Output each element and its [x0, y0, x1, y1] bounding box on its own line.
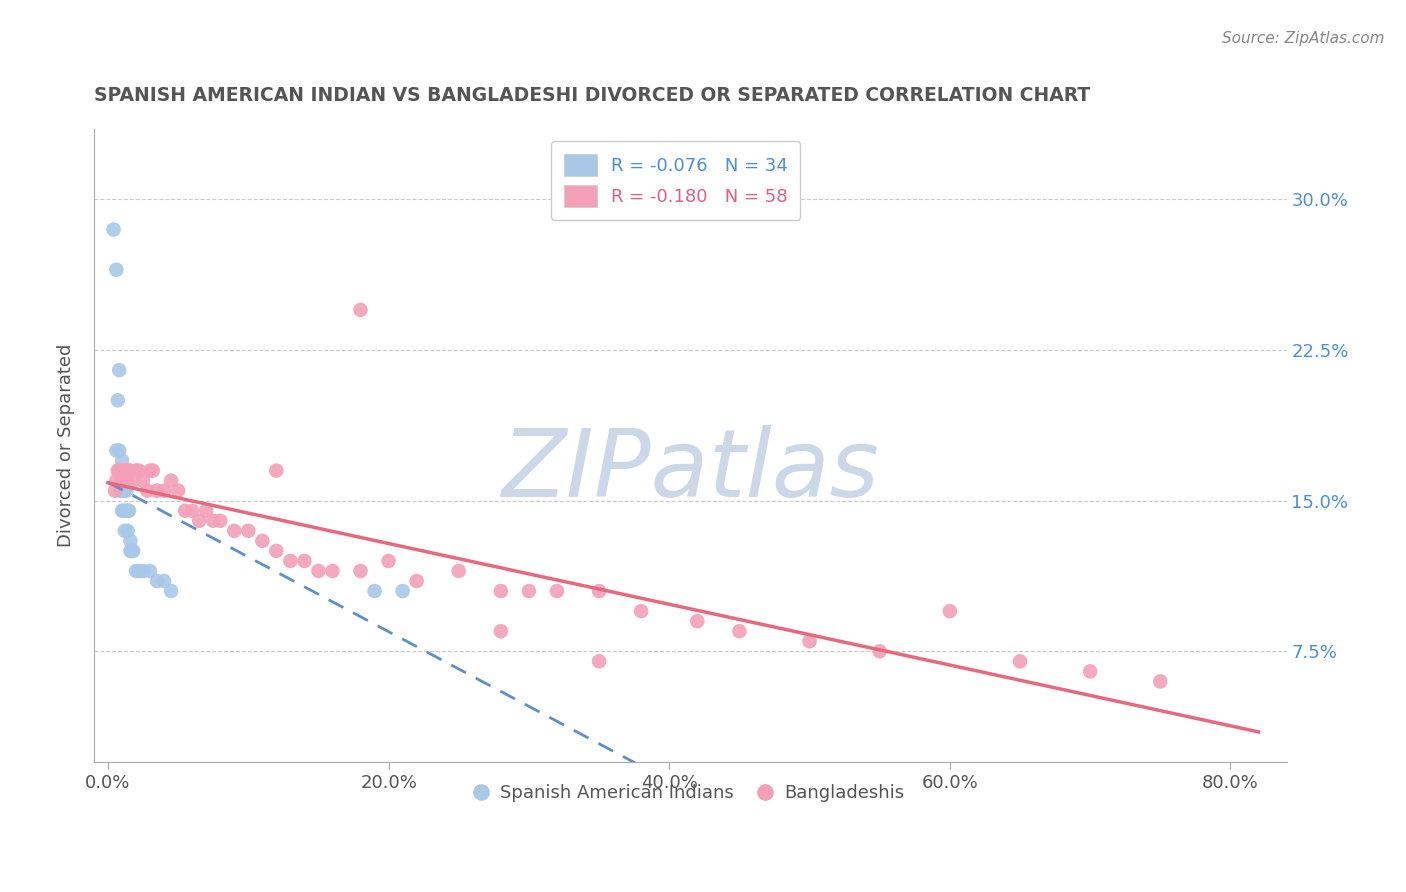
Point	[122, 544, 145, 558]
Point	[111, 474, 134, 488]
Point	[114, 524, 136, 538]
Point	[266, 464, 288, 478]
Point	[146, 483, 169, 498]
Point	[117, 524, 139, 538]
Point	[118, 464, 141, 478]
Point	[128, 464, 150, 478]
Point	[103, 222, 125, 236]
Point	[125, 564, 148, 578]
Point	[1149, 674, 1171, 689]
Point	[224, 524, 246, 538]
Point	[1078, 665, 1101, 679]
Point	[111, 453, 134, 467]
Point	[686, 614, 709, 628]
Point	[489, 624, 512, 639]
Point	[122, 474, 145, 488]
Point	[321, 564, 343, 578]
Point	[117, 504, 139, 518]
Point	[139, 464, 162, 478]
Point	[238, 524, 260, 538]
Point	[174, 504, 197, 518]
Point	[136, 483, 159, 498]
Point	[105, 262, 128, 277]
Point	[125, 464, 148, 478]
Point	[105, 474, 128, 488]
Y-axis label: Divorced or Separated: Divorced or Separated	[58, 343, 75, 547]
Point	[869, 644, 891, 658]
Point	[181, 504, 204, 518]
Point	[120, 464, 142, 478]
Point	[160, 474, 183, 488]
Point	[115, 483, 138, 498]
Point	[307, 564, 329, 578]
Point	[588, 584, 610, 599]
Text: Source: ZipAtlas.com: Source: ZipAtlas.com	[1222, 31, 1385, 46]
Point	[108, 363, 131, 377]
Point	[1008, 654, 1031, 668]
Point	[447, 564, 470, 578]
Point	[167, 483, 190, 498]
Point	[112, 483, 135, 498]
Point	[114, 483, 136, 498]
Point	[153, 483, 176, 498]
Point	[111, 504, 134, 518]
Point	[105, 443, 128, 458]
Point	[195, 504, 218, 518]
Point	[292, 554, 315, 568]
Point	[188, 514, 211, 528]
Point	[115, 504, 138, 518]
Point	[266, 544, 288, 558]
Point	[349, 564, 371, 578]
Point	[111, 474, 134, 488]
Point	[142, 464, 165, 478]
Point	[728, 624, 751, 639]
Point	[630, 604, 652, 618]
Point	[363, 584, 385, 599]
Point	[108, 464, 131, 478]
Point	[118, 504, 141, 518]
Point	[153, 574, 176, 588]
Point	[114, 464, 136, 478]
Point	[799, 634, 821, 648]
Point	[107, 393, 129, 408]
Point	[121, 544, 143, 558]
Point	[517, 584, 540, 599]
Legend: Spanish American Indians, Bangladeshis: Spanish American Indians, Bangladeshis	[470, 777, 911, 810]
Point	[377, 554, 399, 568]
Point	[112, 474, 135, 488]
Point	[209, 514, 232, 528]
Point	[546, 584, 568, 599]
Point	[107, 464, 129, 478]
Point	[120, 533, 142, 548]
Point	[202, 514, 225, 528]
Point	[110, 483, 132, 498]
Point	[489, 584, 512, 599]
Point	[391, 584, 413, 599]
Point	[139, 564, 162, 578]
Point	[112, 504, 135, 518]
Point	[128, 564, 150, 578]
Point	[117, 474, 139, 488]
Point	[120, 544, 142, 558]
Point	[132, 564, 155, 578]
Point	[108, 443, 131, 458]
Point	[588, 654, 610, 668]
Point	[110, 464, 132, 478]
Point	[280, 554, 302, 568]
Point	[132, 474, 155, 488]
Text: ZIPatlas: ZIPatlas	[502, 425, 879, 516]
Point	[146, 574, 169, 588]
Point	[104, 483, 127, 498]
Point	[115, 464, 138, 478]
Point	[108, 464, 131, 478]
Text: SPANISH AMERICAN INDIAN VS BANGLADESHI DIVORCED OR SEPARATED CORRELATION CHART: SPANISH AMERICAN INDIAN VS BANGLADESHI D…	[94, 87, 1090, 105]
Point	[252, 533, 274, 548]
Point	[349, 302, 371, 317]
Point	[939, 604, 962, 618]
Point	[405, 574, 427, 588]
Point	[160, 584, 183, 599]
Point	[110, 483, 132, 498]
